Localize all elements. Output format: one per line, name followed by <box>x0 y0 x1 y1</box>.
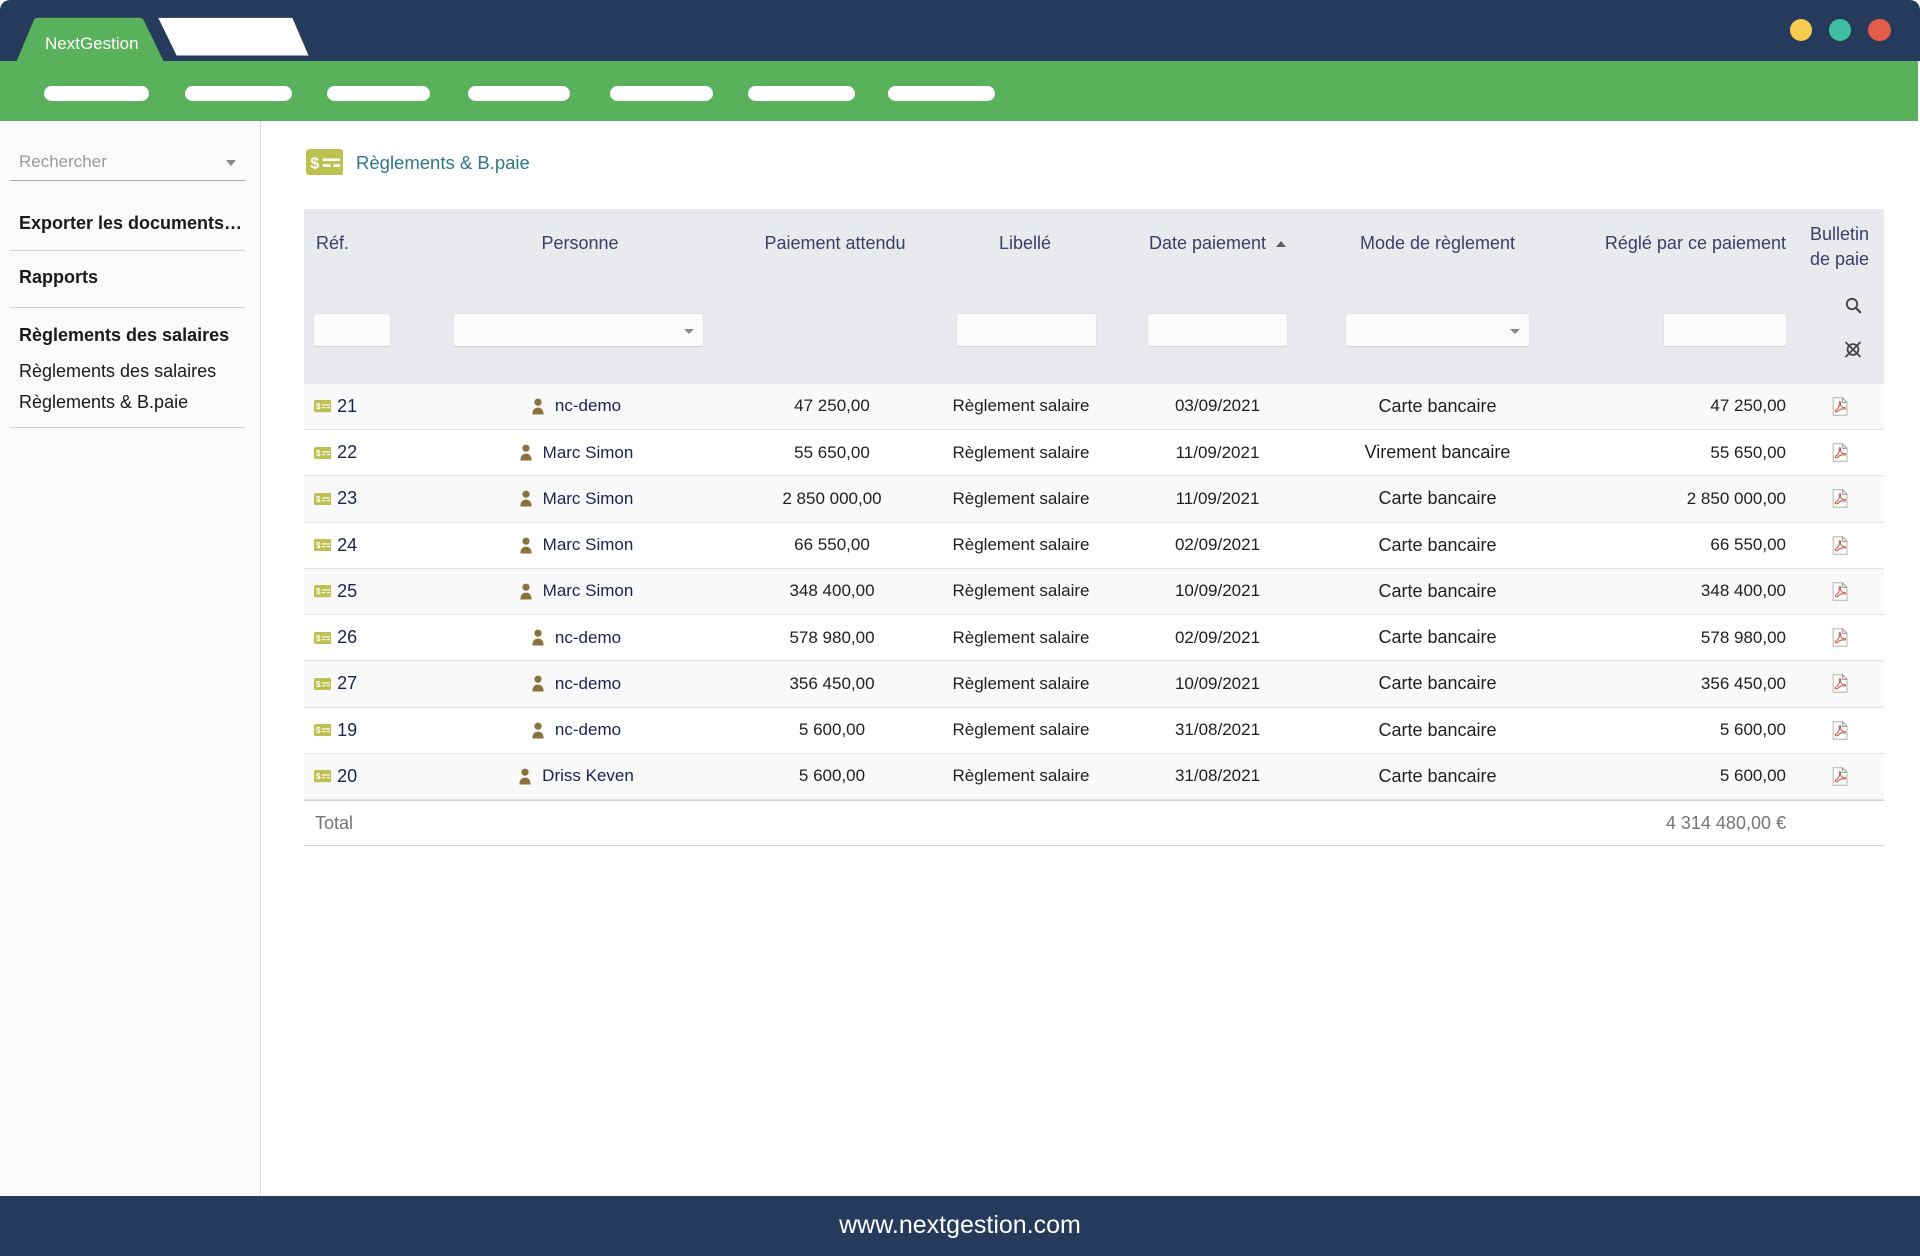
svg-text:$: $ <box>310 155 319 172</box>
svg-text:$: $ <box>316 680 321 689</box>
svg-text:$: $ <box>316 541 321 550</box>
svg-text:$: $ <box>316 449 321 458</box>
svg-text:$: $ <box>316 495 321 504</box>
svg-text:$: $ <box>316 587 321 596</box>
svg-text:$: $ <box>316 772 321 781</box>
svg-text:$: $ <box>316 402 321 411</box>
svg-text:$: $ <box>316 633 321 642</box>
svg-text:$: $ <box>316 726 321 735</box>
